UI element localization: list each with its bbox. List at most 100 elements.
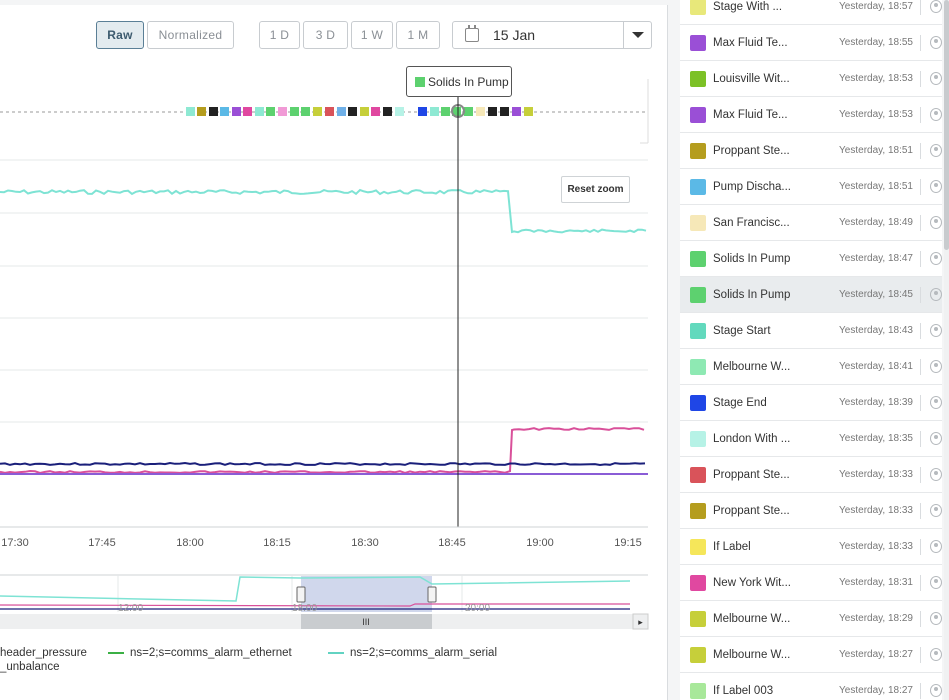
annotation-list-item[interactable]: Proppant Ste... Yesterday, 18:51 bbox=[680, 133, 942, 169]
row-divider bbox=[920, 106, 921, 123]
legend-item-comms-alarm-serial[interactable]: ns=2;s=comms_alarm_serial bbox=[328, 647, 497, 659]
sidebar-scrollbar-thumb[interactable] bbox=[944, 0, 949, 250]
annotation-marker[interactable] bbox=[464, 107, 473, 116]
user-icon[interactable] bbox=[929, 540, 942, 553]
range-1w-button[interactable]: 1 W bbox=[351, 21, 393, 49]
annotation-marker[interactable] bbox=[371, 107, 380, 116]
annotation-list-item[interactable]: Stage Start Yesterday, 18:43 bbox=[680, 313, 942, 349]
annotation-list-item[interactable]: Melbourne W... Yesterday, 18:27 bbox=[680, 637, 942, 673]
annotation-list-item[interactable]: Solids In Pump Yesterday, 18:47 bbox=[680, 241, 942, 277]
annotation-list-item[interactable]: Melbourne W... Yesterday, 18:41 bbox=[680, 349, 942, 385]
user-icon[interactable] bbox=[929, 648, 942, 661]
navigator-scrollbar-thumb[interactable] bbox=[301, 614, 432, 629]
annotation-marker[interactable] bbox=[255, 107, 264, 116]
annotation-list-item[interactable]: Stage End Yesterday, 18:39 bbox=[680, 385, 942, 421]
user-icon[interactable] bbox=[929, 36, 942, 49]
annotation-marker[interactable] bbox=[220, 107, 229, 116]
raw-button[interactable]: Raw bbox=[96, 21, 144, 49]
legend-item-comms-alarm-ethernet[interactable]: ns=2;s=comms_alarm_ethernet bbox=[108, 647, 292, 659]
annotation-list-item[interactable]: Solids In Pump Yesterday, 18:45 bbox=[680, 277, 942, 313]
navigator[interactable]: 12:00 18:00 20:00 III ▸ bbox=[0, 574, 649, 630]
annotation-time: Yesterday, 18:45 bbox=[839, 289, 913, 300]
sidebar-scrollbar[interactable] bbox=[944, 0, 949, 700]
range-3d-button[interactable]: 3 D bbox=[303, 21, 348, 49]
annotation-marker[interactable] bbox=[348, 107, 357, 116]
annotation-list-item[interactable]: Max Fluid Te... Yesterday, 18:53 bbox=[680, 97, 942, 133]
x-tick-label: 18:15 bbox=[263, 537, 291, 549]
legend-item-unbalance[interactable]: _unbalance bbox=[0, 661, 59, 673]
annotation-list-item[interactable]: If Label Yesterday, 18:33 bbox=[680, 529, 942, 565]
scrollbar-grip-icon: III bbox=[362, 617, 370, 627]
range-1m-button[interactable]: 1 M bbox=[396, 21, 440, 49]
user-icon[interactable] bbox=[929, 396, 942, 409]
user-icon[interactable] bbox=[929, 468, 942, 481]
user-icon[interactable] bbox=[929, 180, 942, 193]
annotation-marker[interactable] bbox=[337, 107, 346, 116]
user-icon[interactable] bbox=[929, 144, 942, 157]
annotation-marker[interactable] bbox=[452, 107, 461, 116]
series-navy-line bbox=[0, 461, 646, 467]
annotation-marker[interactable] bbox=[278, 107, 287, 116]
chart-canvas[interactable]: 17:30 17:45 18:00 18:15 18:30 18:45 19:00 19:15… bbox=[0, 0, 668, 640]
annotation-marker[interactable] bbox=[186, 107, 195, 116]
annotation-marker[interactable] bbox=[266, 107, 275, 116]
annotation-marker[interactable] bbox=[476, 107, 485, 116]
annotation-marker[interactable] bbox=[232, 107, 241, 116]
navigator-tick-1200: 12:00 bbox=[118, 603, 143, 614]
navigator-selection[interactable] bbox=[301, 576, 432, 612]
annotation-marker[interactable] bbox=[418, 107, 427, 116]
user-icon[interactable] bbox=[929, 0, 942, 13]
annotation-marker[interactable] bbox=[524, 107, 533, 116]
annotation-name: Solids In Pump bbox=[713, 252, 791, 265]
navigator-right-handle[interactable] bbox=[427, 586, 437, 603]
user-icon[interactable] bbox=[929, 108, 942, 121]
annotation-list-item[interactable]: New York Wit... Yesterday, 18:31 bbox=[680, 565, 942, 601]
annotation-marker[interactable] bbox=[395, 107, 404, 116]
annotation-marker[interactable] bbox=[500, 107, 509, 116]
user-icon[interactable] bbox=[929, 324, 942, 337]
range-1d-button[interactable]: 1 D bbox=[259, 21, 300, 49]
reset-zoom-button[interactable]: Reset zoom bbox=[561, 176, 630, 203]
navigator-left-handle[interactable] bbox=[296, 586, 306, 603]
annotation-list-item[interactable]: London With ... Yesterday, 18:35 bbox=[680, 421, 942, 457]
annotation-marker[interactable] bbox=[325, 107, 334, 116]
user-icon[interactable] bbox=[929, 360, 942, 373]
user-icon[interactable] bbox=[929, 504, 942, 517]
scroll-right-button[interactable] bbox=[632, 613, 649, 630]
user-icon[interactable] bbox=[929, 216, 942, 229]
annotation-marker[interactable] bbox=[383, 107, 392, 116]
date-picker[interactable]: 15 Jan bbox=[452, 21, 652, 49]
x-tick-label: 19:15 bbox=[614, 537, 642, 549]
annotation-list-item[interactable]: Max Fluid Te... Yesterday, 18:55 bbox=[680, 25, 942, 61]
annotation-list-item[interactable]: Pump Discha... Yesterday, 18:51 bbox=[680, 169, 942, 205]
user-icon[interactable] bbox=[929, 432, 942, 445]
annotation-list-item[interactable]: Proppant Ste... Yesterday, 18:33 bbox=[680, 457, 942, 493]
annotation-marker[interactable] bbox=[209, 107, 218, 116]
annotation-list-item[interactable]: San Francisc... Yesterday, 18:49 bbox=[680, 205, 942, 241]
annotation-list-item[interactable]: Louisville Wit... Yesterday, 18:53 bbox=[680, 61, 942, 97]
annotation-marker[interactable] bbox=[488, 107, 497, 116]
user-icon[interactable] bbox=[929, 72, 942, 85]
annotation-marker[interactable] bbox=[243, 107, 252, 116]
annotation-marker[interactable] bbox=[430, 107, 439, 116]
annotation-marker[interactable] bbox=[360, 107, 369, 116]
user-icon[interactable] bbox=[929, 252, 942, 265]
date-dropdown-toggle[interactable] bbox=[623, 22, 651, 48]
annotation-list-item[interactable]: Melbourne W... Yesterday, 18:29 bbox=[680, 601, 942, 637]
legend-item-header-pressure[interactable]: header_pressure bbox=[0, 647, 87, 659]
user-icon[interactable] bbox=[929, 612, 942, 625]
annotation-marker[interactable] bbox=[197, 107, 206, 116]
annotation-marker[interactable] bbox=[313, 107, 322, 116]
annotation-marker[interactable] bbox=[301, 107, 310, 116]
annotation-list-item[interactable]: Stage With ... Yesterday, 18:57 bbox=[680, 0, 942, 25]
user-icon[interactable] bbox=[929, 288, 942, 301]
annotation-marker[interactable] bbox=[512, 107, 521, 116]
annotation-list-item[interactable]: Proppant Ste... Yesterday, 18:33 bbox=[680, 493, 942, 529]
user-icon[interactable] bbox=[929, 684, 942, 697]
annotation-marker[interactable] bbox=[441, 107, 450, 116]
user-icon[interactable] bbox=[929, 576, 942, 589]
annotation-list-item[interactable]: If Label 003 Yesterday, 18:27 bbox=[680, 673, 942, 700]
normalized-button[interactable]: Normalized bbox=[147, 21, 234, 49]
legend-line-marker bbox=[108, 652, 124, 654]
annotation-marker[interactable] bbox=[290, 107, 299, 116]
